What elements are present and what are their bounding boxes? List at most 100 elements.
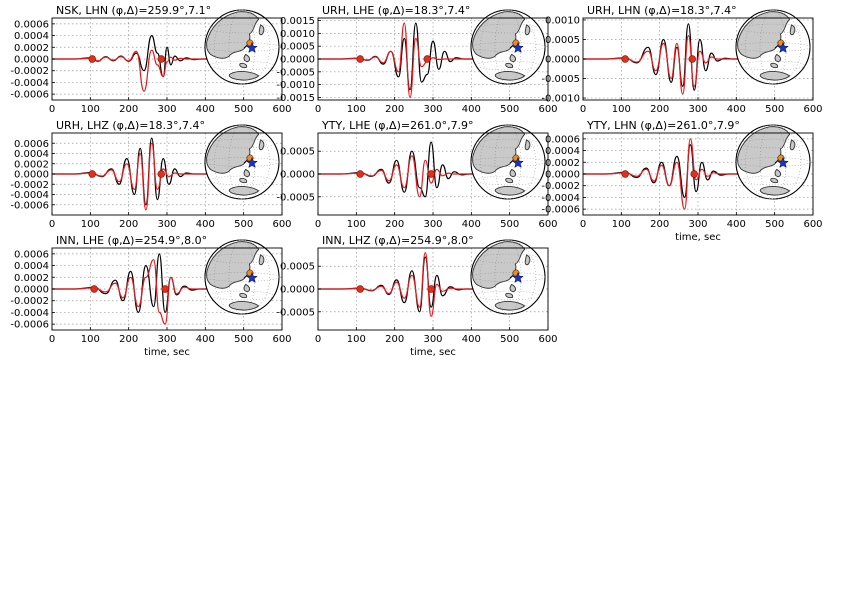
window-marker bbox=[356, 285, 364, 293]
synthetic-trace bbox=[52, 49, 233, 92]
y-tick-label: 0.0000 bbox=[280, 170, 315, 181]
y-tick-label: 0.0002 bbox=[14, 273, 49, 284]
x-tick-label: 100 bbox=[81, 104, 100, 115]
window-marker bbox=[423, 55, 431, 63]
synthetic-trace bbox=[583, 34, 764, 95]
latitude-line bbox=[204, 272, 280, 282]
latitude-line bbox=[475, 175, 541, 186]
longitude-line bbox=[745, 9, 801, 85]
x-tick-label: 300 bbox=[157, 334, 176, 345]
y-tick-label: -0.0004 bbox=[10, 78, 49, 89]
x-axis-label: time, sec bbox=[675, 232, 721, 243]
latitude-line bbox=[209, 253, 275, 264]
star-icon bbox=[777, 156, 789, 168]
panel-title: URH, LHZ (φ,Δ)=18.3°,7.4° bbox=[56, 119, 205, 132]
window-marker bbox=[427, 285, 435, 293]
x-tick-label: 500 bbox=[500, 104, 519, 115]
window-marker bbox=[88, 55, 96, 63]
latitude-line bbox=[475, 60, 541, 71]
latitude-line bbox=[475, 138, 541, 149]
x-tick-label: 100 bbox=[347, 219, 366, 230]
y-tick-label: 0.0004 bbox=[545, 146, 580, 157]
land-mass bbox=[505, 177, 514, 184]
traces bbox=[318, 22, 499, 99]
y-tick-label: 0.0005 bbox=[280, 147, 315, 158]
x-tick-label: 200 bbox=[119, 104, 138, 115]
latitude-line bbox=[740, 175, 806, 186]
y-tick-label: -0.0006 bbox=[10, 200, 49, 211]
land-mass bbox=[509, 53, 517, 63]
panel-title: YTY, LHN (φ,Δ)=261.0°,7.9° bbox=[586, 119, 740, 132]
x-tick-label: 400 bbox=[462, 104, 481, 115]
window-marker bbox=[690, 170, 698, 178]
globe-map-icon bbox=[204, 239, 280, 315]
star-icon bbox=[777, 41, 789, 53]
synthetic-trace bbox=[318, 155, 499, 198]
land-mass bbox=[243, 168, 251, 178]
y-tick-label: 0.0010 bbox=[280, 29, 315, 40]
x-tick-label: 300 bbox=[423, 334, 442, 345]
latitude-line bbox=[470, 42, 546, 52]
x-tick-label: 400 bbox=[727, 104, 746, 115]
window-marker bbox=[161, 285, 169, 293]
y-tick-label: 0.0005 bbox=[545, 35, 580, 46]
land-mass bbox=[243, 283, 251, 293]
latitude-line bbox=[209, 138, 275, 149]
star-icon bbox=[512, 156, 524, 168]
globe-map-icon bbox=[204, 124, 280, 200]
x-tick-label: 0 bbox=[49, 334, 55, 345]
x-tick-label: 400 bbox=[196, 104, 215, 115]
x-tick-label: 600 bbox=[538, 334, 557, 345]
seismogram-panel: 0 100 200 300 400 500 600 0.0005 0.0000 -0.0005 IN… bbox=[276, 234, 557, 358]
x-tick-label: 100 bbox=[81, 334, 100, 345]
x-tick-label: 500 bbox=[234, 334, 253, 345]
star-icon bbox=[512, 271, 524, 283]
y-tick-label: 0.0004 bbox=[14, 149, 49, 160]
traces bbox=[318, 141, 499, 198]
land-mass bbox=[770, 177, 779, 184]
latitude-line bbox=[470, 272, 546, 282]
y-tick-label: 0.0005 bbox=[280, 42, 315, 53]
y-tick-label: -0.0004 bbox=[10, 190, 49, 201]
seismogram-panel: 0 100 200 300 400 500 600 0.00060.00040.00020.0… bbox=[10, 119, 291, 230]
x-tick-label: 400 bbox=[196, 219, 215, 230]
y-tick-label: 0.0002 bbox=[14, 43, 49, 54]
x-tick-label: 300 bbox=[423, 219, 442, 230]
land-mass bbox=[789, 139, 796, 151]
x-tick-label: 0 bbox=[315, 104, 321, 115]
x-tick-label: 600 bbox=[272, 334, 291, 345]
globe-map-icon bbox=[470, 9, 546, 85]
x-tick-label: 600 bbox=[803, 219, 822, 230]
y-tick-label: -0.0006 bbox=[10, 90, 49, 101]
x-axis-label: time, sec bbox=[410, 347, 456, 358]
y-tick-label: -0.0005 bbox=[541, 74, 580, 85]
y-tick-label: 0.0006 bbox=[14, 139, 49, 150]
latitude-line bbox=[475, 23, 541, 34]
x-tick-label: 200 bbox=[650, 104, 669, 115]
x-tick-label: 0 bbox=[49, 219, 55, 230]
land-mass bbox=[789, 24, 796, 36]
latitude-line bbox=[475, 290, 541, 301]
x-tick-label: 200 bbox=[119, 334, 138, 345]
x-tick-label: 0 bbox=[580, 219, 586, 230]
longitude-line bbox=[745, 124, 801, 200]
x-tick-label: 0 bbox=[315, 334, 321, 345]
x-tick-label: 600 bbox=[803, 104, 822, 115]
globe-map-icon bbox=[470, 124, 546, 200]
land-mass bbox=[524, 24, 531, 36]
y-tick-label: 0.0004 bbox=[14, 31, 49, 42]
seismogram-panel: 0 100 200 300 400 500 600 0.00060.00040.00020.0… bbox=[10, 4, 291, 115]
panel-title: INN, LHE (φ,Δ)=254.9°,8.0° bbox=[56, 234, 207, 247]
synthetic-trace bbox=[52, 142, 233, 211]
x-tick-label: 500 bbox=[765, 219, 784, 230]
x-tick-label: 200 bbox=[119, 219, 138, 230]
traces bbox=[318, 251, 499, 317]
land-mass bbox=[228, 300, 260, 311]
x-tick-label: 400 bbox=[462, 334, 481, 345]
y-tick-label: -0.0004 bbox=[10, 308, 49, 319]
latitude-line bbox=[740, 23, 806, 34]
x-tick-label: 100 bbox=[347, 334, 366, 345]
land-mass bbox=[239, 62, 248, 69]
x-tick-label: 600 bbox=[272, 219, 291, 230]
x-tick-label: 0 bbox=[49, 104, 55, 115]
